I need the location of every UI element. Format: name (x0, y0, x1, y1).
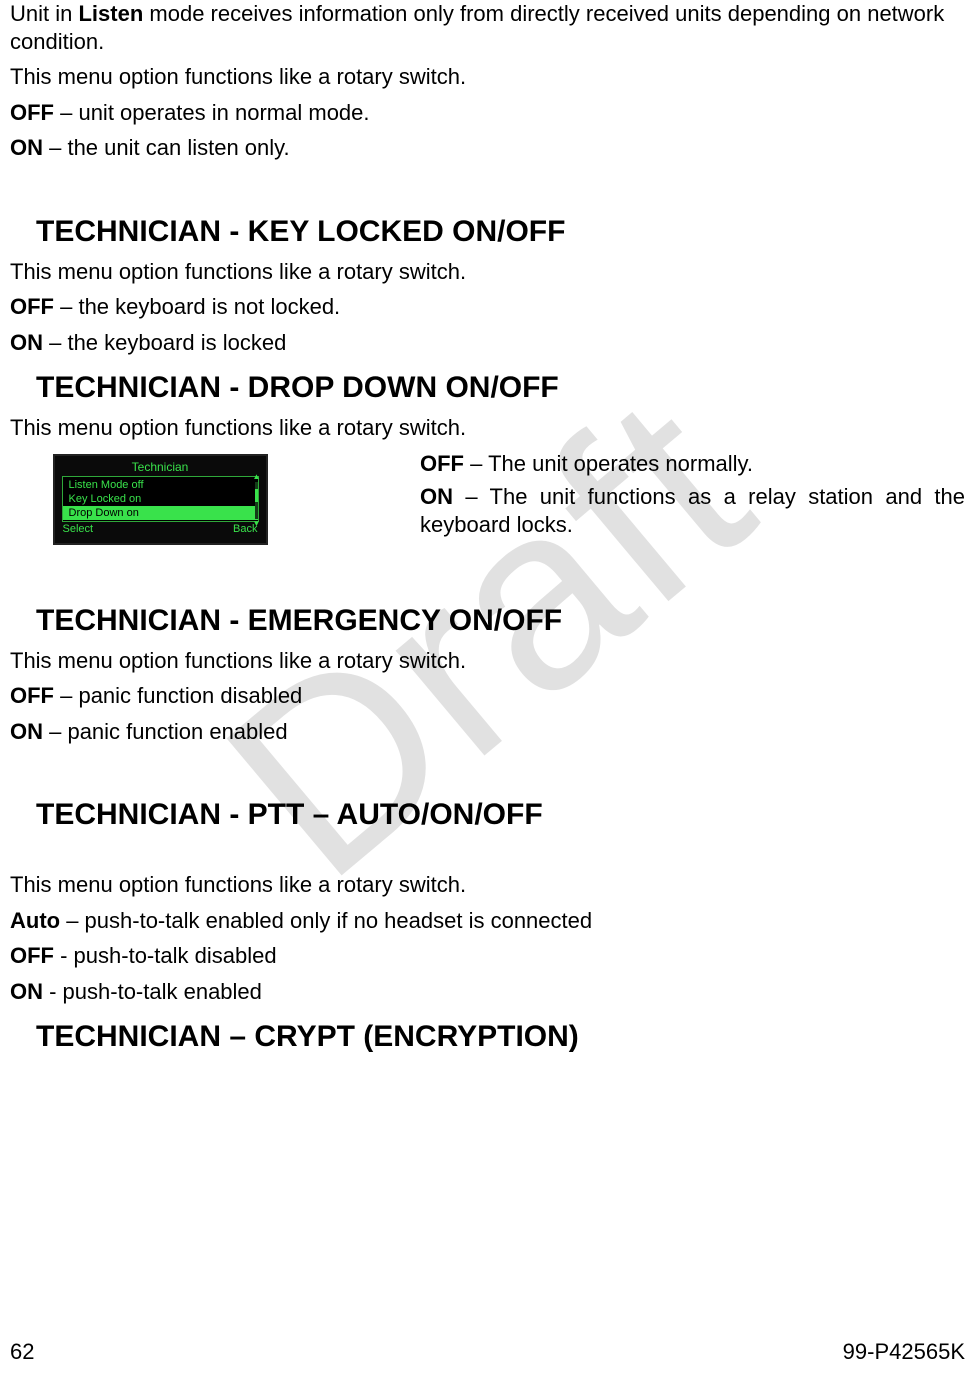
spacer (10, 753, 965, 783)
emergency-paragraph: This menu option functions like a rotary… (10, 647, 965, 675)
dropdown-paragraph: This menu option functions like a rotary… (10, 414, 965, 442)
lcd-thumb (255, 489, 258, 502)
lcd-track (255, 482, 258, 519)
page-footer: 62 99-P42565K (10, 1339, 965, 1365)
page-number: 62 (10, 1339, 34, 1365)
ptt-paragraph: This menu option functions like a rotary… (10, 871, 965, 899)
text: mode receives information only from dire… (10, 1, 944, 54)
bold-text: ON (420, 484, 453, 509)
text: – The unit functions as a relay station … (420, 484, 965, 537)
lcd-title: Technician (58, 459, 263, 476)
text: - push-to-talk disabled (54, 943, 277, 968)
keylocked-on-line: ON – the keyboard is locked (10, 329, 965, 357)
lcd-select-label: Select (63, 523, 94, 535)
bold-text: OFF (10, 943, 54, 968)
lcd-item-2: Key Locked on (63, 492, 258, 506)
dropdown-on-line: ON – The unit functions as a relay stati… (420, 483, 965, 538)
intro-paragraph-1: Unit in Listen mode receives information… (10, 0, 965, 55)
heading-ptt: TECHNICIAN - PTT – AUTO/ON/OFF (36, 797, 965, 833)
bold-text: OFF (420, 451, 464, 476)
lcd-inner: Technician Listen Mode off Key Locked on… (58, 459, 263, 540)
text: – the keyboard is not locked. (54, 294, 340, 319)
intro-off-line: OFF – unit operates in normal mode. (10, 99, 965, 127)
emergency-off-line: OFF – panic function disabled (10, 682, 965, 710)
text: – the unit can listen only. (43, 135, 290, 160)
bold-text: OFF (10, 100, 54, 125)
spacer (10, 841, 965, 871)
bold-text: Listen (78, 1, 143, 26)
ptt-auto-line: Auto – push-to-talk enabled only if no h… (10, 907, 965, 935)
text: – panic function disabled (54, 683, 302, 708)
text: – panic function enabled (43, 719, 288, 744)
bold-text: OFF (10, 294, 54, 319)
text: – The unit operates normally. (464, 451, 753, 476)
ptt-on-line: ON - push-to-talk enabled (10, 978, 965, 1006)
emergency-on-line: ON – panic function enabled (10, 718, 965, 746)
heading-emergency: TECHNICIAN - EMERGENCY ON/OFF (36, 603, 965, 639)
heading-drop-down: TECHNICIAN - DROP DOWN ON/OFF (36, 370, 965, 406)
lcd-item-3-selected: Drop Down on (63, 506, 258, 520)
lcd-item-1: Listen Mode off (63, 478, 258, 492)
text: Unit in (10, 1, 78, 26)
heading-key-locked: TECHNICIAN - KEY LOCKED ON/OFF (36, 214, 965, 250)
heading-crypt: TECHNICIAN – CRYPT (ENCRYPTION) (36, 1019, 965, 1055)
lcd-container: Technician Listen Mode off Key Locked on… (10, 450, 310, 545)
lcd-arrow-up-icon: ▲ (253, 473, 261, 481)
lcd-list: Listen Mode off Key Locked on Drop Down … (62, 476, 259, 522)
intro-paragraph-2: This menu option functions like a rotary… (10, 63, 965, 91)
text: – the keyboard is locked (43, 330, 286, 355)
doc-number: 99-P42565K (843, 1339, 965, 1365)
dropdown-off-line: OFF – The unit operates normally. (420, 450, 965, 478)
lcd-scrollbar: ▲ ▼ (254, 473, 260, 528)
lcd-arrow-down-icon: ▼ (253, 520, 261, 528)
ptt-off-line: OFF - push-to-talk disabled (10, 942, 965, 970)
keylocked-off-line: OFF – the keyboard is not locked. (10, 293, 965, 321)
text: – push-to-talk enabled only if no headse… (60, 908, 592, 933)
keylocked-paragraph: This menu option functions like a rotary… (10, 258, 965, 286)
bold-text: OFF (10, 683, 54, 708)
spacer (10, 545, 965, 589)
spacer (10, 170, 965, 200)
lcd-footer: Select Back (58, 522, 263, 535)
bold-text: ON (10, 135, 43, 160)
dropdown-right-col: OFF – The unit operates normally. ON – T… (420, 450, 965, 545)
bold-text: Auto (10, 908, 60, 933)
intro-on-line: ON – the unit can listen only. (10, 134, 965, 162)
text: – unit operates in normal mode. (54, 100, 370, 125)
bold-text: ON (10, 719, 43, 744)
lcd-screen: Technician Listen Mode off Key Locked on… (53, 454, 268, 545)
document-body: Unit in Listen mode receives information… (10, 0, 965, 1055)
bold-text: ON (10, 330, 43, 355)
text: - push-to-talk enabled (43, 979, 262, 1004)
bold-text: ON (10, 979, 43, 1004)
dropdown-row: Technician Listen Mode off Key Locked on… (10, 450, 965, 545)
